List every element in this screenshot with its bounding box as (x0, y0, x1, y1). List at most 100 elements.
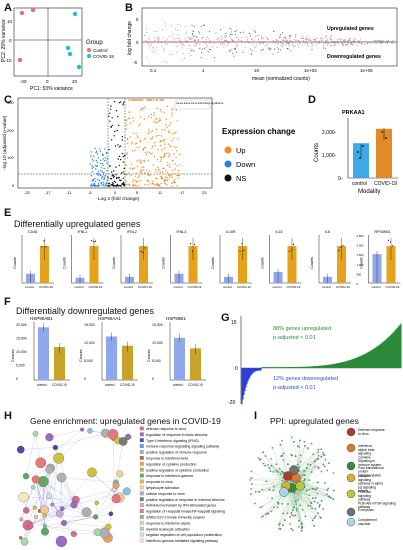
ma-point (289, 37, 291, 39)
volcano-point (105, 159, 107, 161)
ma-point (189, 37, 191, 40)
ma-point (306, 36, 308, 38)
ma-point (187, 41, 189, 43)
ma-point (336, 42, 338, 44)
i-node (326, 493, 328, 496)
i-node (306, 447, 309, 449)
volcano-point (122, 181, 125, 183)
ma-point (324, 42, 326, 45)
ma-point (201, 48, 203, 50)
volcano-point (102, 154, 104, 156)
f-ytick: 0 (84, 377, 86, 381)
i-node (312, 453, 315, 455)
volcano-point (126, 137, 129, 140)
ma-point (307, 45, 309, 47)
volcano-point (155, 170, 157, 173)
ma-point (342, 45, 344, 47)
volcano-point (101, 184, 103, 187)
volcano-point (148, 170, 150, 173)
ma-point (268, 49, 270, 51)
i-node (253, 502, 256, 505)
volcano-point (153, 120, 156, 123)
ma-ytick: 0 (136, 40, 139, 45)
volcano-point (158, 120, 160, 122)
volcano-point (169, 145, 172, 147)
ma-point (302, 36, 304, 38)
f-title: Differentially downregulated genes (16, 306, 154, 316)
ma-point (260, 35, 263, 37)
ma-point (328, 42, 330, 44)
ma-point (324, 36, 326, 39)
i-legend-item: Calcium (358, 474, 370, 478)
e-cat-control: control (223, 285, 232, 289)
ma-point (158, 38, 160, 40)
i-node (257, 457, 260, 459)
ma-point (242, 31, 244, 33)
volcano-point (131, 143, 133, 145)
i-node (324, 458, 327, 461)
i-node (333, 489, 335, 492)
i-node (293, 440, 295, 443)
ma-point (203, 25, 205, 27)
volcano-point (164, 153, 166, 155)
f-ytick: 10,000 (16, 350, 27, 354)
ma-point (328, 41, 330, 43)
i-node (278, 467, 281, 470)
ma-point (253, 46, 255, 48)
i-node (311, 507, 313, 510)
volcano-point (90, 184, 92, 187)
volcano-xtick: 11 (158, 190, 163, 195)
h-legend-item: regulation of response to biotic stimulu… (146, 433, 208, 437)
i-node (261, 505, 264, 508)
volcano-point (115, 166, 117, 168)
ma-point (279, 45, 281, 47)
ma-point (288, 42, 290, 44)
ma-point (331, 42, 333, 44)
volcano-point (132, 150, 134, 152)
e-gene-title: RPS6KB1 (375, 230, 391, 234)
ma-point (191, 32, 193, 35)
i-node (310, 442, 313, 445)
ma-point (290, 40, 292, 42)
volcano-point (174, 168, 176, 170)
volcano-point (122, 156, 125, 158)
volcano-point (117, 177, 120, 179)
volcano-legend-up: Up (236, 146, 246, 155)
volcano-point (166, 184, 168, 186)
volcano-point (103, 171, 105, 174)
pca-ylabel: PC2: 29% variance (1, 19, 7, 62)
e-gene-title: IFNL2 (127, 230, 137, 234)
volcano-point (166, 176, 168, 178)
ma-point (225, 32, 227, 34)
volcano-point (172, 153, 175, 155)
i-legend-item: events (358, 489, 368, 493)
panel-label-b: B (125, 2, 133, 14)
i-node (308, 494, 311, 497)
ma-point (224, 37, 226, 39)
volcano-point (143, 106, 146, 109)
h-node (50, 502, 55, 507)
f-gene-title: HSP90AA1 (98, 316, 121, 321)
ma-point (326, 40, 328, 42)
volcano-point (113, 101, 116, 103)
ma-xlabel: mean (normalized counts) (252, 76, 310, 82)
e-gene-title: IL6 (325, 230, 330, 234)
ma-point (204, 48, 206, 50)
i-title: PPI: upregulated genes (270, 416, 359, 426)
volcano-point (165, 124, 167, 126)
h-node (31, 475, 40, 484)
volcano-point (109, 165, 111, 167)
prkaa1-ytick: 0- (338, 176, 343, 182)
g-ytick: -20 (228, 400, 235, 406)
ma-point (219, 40, 221, 42)
ma-point (314, 41, 317, 44)
volcano-point (125, 183, 127, 186)
panel-label-h: H (4, 410, 12, 422)
ma-point (364, 43, 366, 45)
volcano-point (111, 117, 113, 119)
ma-point (201, 38, 204, 40)
ma-point (172, 37, 174, 39)
ma-point (148, 43, 150, 45)
volcano-point (169, 176, 171, 178)
i-node (316, 458, 319, 460)
